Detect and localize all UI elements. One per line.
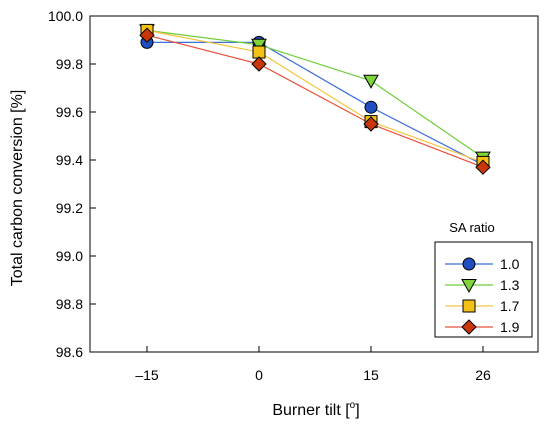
legend-marker (461, 279, 477, 294)
x-tick-label: –15 (135, 367, 159, 383)
data-point-1-9 (139, 27, 155, 43)
series-layer (139, 23, 491, 175)
data-point-1-7 (252, 45, 266, 59)
legend-marker (462, 299, 476, 313)
plot-area (89, 15, 539, 353)
x-axis-title-degree: o (350, 400, 356, 411)
data-point-1-9 (363, 116, 379, 132)
legend-label: 1.9 (500, 319, 520, 335)
data-point-1-9 (251, 56, 267, 72)
legend-label: 1.0 (500, 256, 520, 272)
y-tick-label: 99.4 (56, 152, 83, 168)
y-tick-label: 99.0 (56, 248, 83, 264)
series-line-1-9 (146, 34, 484, 168)
x-tick-label: 26 (475, 367, 491, 383)
y-tick-label: 99.6 (56, 104, 83, 120)
x-tick-label: 15 (363, 367, 379, 383)
y-tick-label: 100.0 (48, 8, 83, 24)
data-point-1-0 (364, 100, 378, 114)
x-tick-label: 0 (255, 367, 263, 383)
series-line-1-0 (147, 41, 484, 166)
x-axis-title-end: ] (355, 402, 359, 419)
y-axis: 98.6 98.8 99.0 99.2 99.4 99.6 99.8 100.0 (48, 8, 96, 360)
series-line-1-3 (146, 29, 484, 159)
x-axis-title: Burner tilt [o] (272, 400, 359, 419)
y-tick-label: 99.8 (56, 56, 83, 72)
data-point-1-9 (475, 159, 491, 175)
x-axis: –15 0 15 26 (135, 346, 491, 383)
legend-marker (461, 319, 477, 335)
legend-marker (462, 257, 476, 271)
legend-title: SA ratio (449, 220, 495, 235)
plot-border (89, 15, 539, 353)
y-tick-label: 98.6 (56, 344, 83, 360)
y-axis-title: Total carbon conversion [%] (9, 90, 26, 287)
y-tick-label: 98.8 (56, 296, 83, 312)
series-line-1-7 (146, 29, 484, 163)
data-point-1-3 (363, 74, 379, 89)
x-axis-title-main: Burner tilt [ (272, 402, 350, 419)
y-tick-label: 99.2 (56, 200, 83, 216)
legend-box (434, 241, 533, 338)
legend: 1.0 1.3 1.7 1.9 (434, 241, 533, 338)
legend-label: 1.7 (500, 298, 520, 314)
legend-label: 1.3 (500, 277, 520, 293)
